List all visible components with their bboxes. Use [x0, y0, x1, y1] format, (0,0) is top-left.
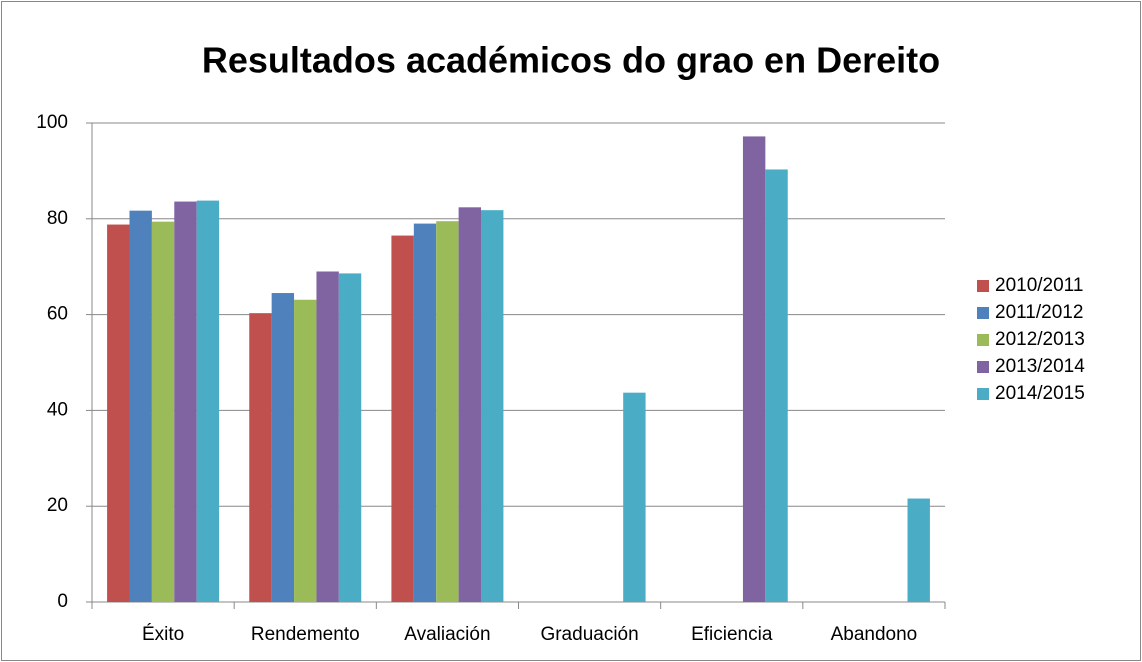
bar [196, 200, 220, 602]
bar [436, 221, 459, 602]
bar [742, 136, 766, 603]
bar [294, 299, 317, 602]
legend-label: 2013/2014 [995, 356, 1085, 377]
x-tick-label: Rendemento [251, 624, 360, 645]
legend-label: 2011/2012 [995, 302, 1083, 323]
x-tick-label: Éxito [142, 624, 184, 645]
y-tick-label: 60 [47, 304, 68, 325]
bar [481, 210, 504, 603]
bar [316, 271, 339, 602]
legend-label: 2014/2015 [995, 383, 1085, 404]
legend-swatch [977, 307, 989, 319]
x-tick-label: Abandono [831, 624, 918, 645]
legend-swatch [977, 280, 989, 292]
bar [391, 235, 414, 602]
x-tick-label: Avaliación [404, 624, 490, 645]
bar [458, 207, 482, 602]
y-tick-label: 40 [47, 399, 68, 420]
legend-swatch [977, 388, 989, 400]
bar [174, 201, 197, 602]
y-tick-label: 80 [47, 208, 68, 229]
bar [338, 273, 362, 602]
bar [249, 313, 272, 602]
chart-title: Resultados académicos do grao en Dereito [202, 40, 940, 81]
legend-swatch [977, 334, 989, 346]
bar [623, 392, 646, 602]
bar [907, 498, 930, 602]
bar [107, 224, 130, 602]
x-tick-label: Eficiencia [691, 624, 773, 645]
bar [765, 169, 788, 602]
y-tick-label: 100 [36, 112, 68, 133]
y-tick-label: 20 [47, 495, 68, 516]
bar [271, 293, 295, 602]
legend-label: 2012/2013 [995, 329, 1085, 350]
bar [151, 221, 175, 602]
legend-swatch [977, 361, 989, 373]
legend-label: 2010/2011 [995, 275, 1083, 296]
bar [129, 210, 152, 603]
x-tick-label: Graduación [540, 624, 638, 645]
bar [413, 223, 437, 602]
y-tick-label: 0 [57, 591, 68, 612]
